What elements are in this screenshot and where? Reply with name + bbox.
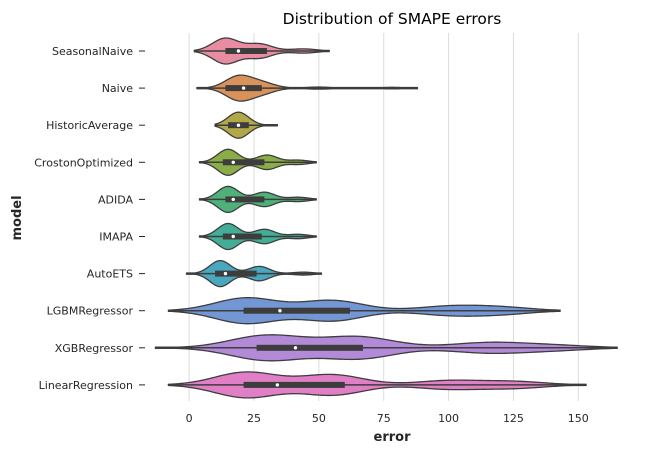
violin-adida (198, 185, 317, 214)
x-tick-label: 125 (503, 412, 524, 425)
y-tick-label-lgbmregressor: LGBMRegressor (47, 305, 134, 318)
violin-median-point (231, 160, 235, 164)
y-axis-title: model (10, 195, 25, 240)
x-tick-label: 150 (568, 412, 589, 425)
violin-iqr-box (222, 233, 262, 240)
y-tick-label-seasonalnaive: SeasonalNaive (52, 45, 133, 58)
violin-iqr-box (243, 381, 345, 388)
violin-crostonoptimized (198, 148, 317, 176)
x-tick-label: 75 (377, 412, 391, 425)
violin-iqr-box (225, 196, 265, 203)
violin-imapa (198, 222, 317, 251)
violin-median-point (223, 271, 228, 276)
violin-lgbmregressor (167, 297, 561, 325)
x-tick-label: 25 (247, 412, 261, 425)
violin-xgbregressor (154, 334, 618, 362)
violin-median-point (278, 309, 282, 313)
violin-median-point (231, 234, 235, 239)
violin-median-point (236, 123, 241, 127)
x-tick-label: 50 (312, 412, 326, 425)
violin-median-point (231, 197, 235, 202)
violin-iqr-box (215, 270, 257, 277)
y-tick-label-linearregression: LinearRegression (39, 379, 133, 392)
x-tick-labels: 0 25 50 75 100 125 150 (186, 412, 589, 425)
y-tick-label-xgbregressor: XGBRegressor (55, 342, 134, 355)
violin-median-point (293, 346, 298, 350)
violin-iqr-box (256, 344, 363, 351)
y-tick-label-imapa: IMAPA (99, 231, 133, 244)
y-tick-label-adida: ADIDA (98, 193, 134, 206)
chart-title: Distribution of SMAPE errors (283, 10, 502, 28)
y-tick-label-autoets: AutoETS (87, 268, 133, 281)
violin-median-point (275, 383, 280, 387)
violin-naive (196, 74, 419, 102)
y-tick-label-naive: Naive (102, 82, 134, 95)
violin-iqr-box (243, 307, 350, 314)
violin-median-point (241, 86, 246, 90)
violin-iqr-box (225, 48, 267, 54)
violin-median-point (236, 49, 241, 53)
x-tick-label: 100 (438, 412, 459, 425)
y-tick-labels: SeasonalNaive Naive HistoricAverage Croston… (34, 45, 145, 392)
violin-linearregression (167, 371, 587, 399)
y-tick-label-historicaverage: HistoricAverage (46, 119, 133, 132)
violin-iqr-box (222, 159, 265, 166)
violin-autoets (185, 259, 323, 288)
violins (154, 37, 618, 399)
x-tick-label: 0 (186, 412, 193, 425)
y-tick-label-crostonoptimized: CrostonOptimized (34, 156, 133, 169)
x-axis-title: error (374, 430, 412, 445)
violin-seasonalnaive (193, 37, 330, 65)
violin-historicaverage (214, 111, 278, 139)
